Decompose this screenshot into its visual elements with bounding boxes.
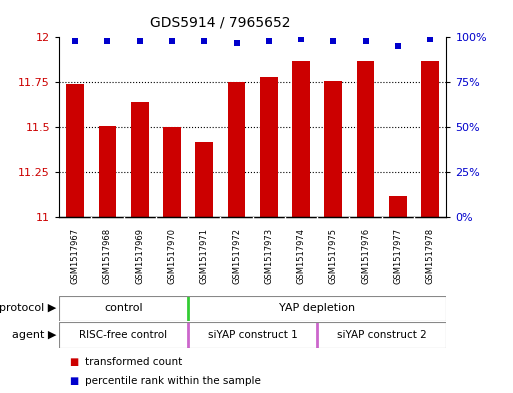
Text: RISC-free control: RISC-free control <box>80 330 168 340</box>
Point <box>362 38 370 44</box>
Point <box>426 36 435 42</box>
Bar <box>66 84 84 217</box>
Text: GSM1517968: GSM1517968 <box>103 228 112 284</box>
Point <box>71 38 79 44</box>
Point <box>297 36 305 42</box>
Point <box>329 38 338 44</box>
Point <box>168 38 176 44</box>
Text: siYAP construct 2: siYAP construct 2 <box>337 330 427 340</box>
Bar <box>163 127 181 217</box>
Bar <box>292 61 310 217</box>
Bar <box>131 102 149 217</box>
Text: ■: ■ <box>69 376 78 386</box>
Text: GSM1517969: GSM1517969 <box>135 228 144 284</box>
Text: YAP depletion: YAP depletion <box>279 303 356 313</box>
Bar <box>260 77 278 217</box>
Text: GSM1517970: GSM1517970 <box>167 228 176 284</box>
Text: GSM1517967: GSM1517967 <box>71 228 80 284</box>
Text: GSM1517973: GSM1517973 <box>264 228 273 284</box>
Text: GDS5914 / 7965652: GDS5914 / 7965652 <box>150 16 291 30</box>
Text: GSM1517976: GSM1517976 <box>361 228 370 284</box>
Bar <box>98 125 116 217</box>
Text: GSM1517978: GSM1517978 <box>426 228 435 284</box>
Point <box>103 38 111 44</box>
Bar <box>357 61 374 217</box>
Text: siYAP construct 1: siYAP construct 1 <box>208 330 298 340</box>
Point <box>394 43 402 50</box>
Point <box>135 38 144 44</box>
Text: ■: ■ <box>69 356 78 367</box>
Bar <box>389 196 407 217</box>
Bar <box>324 81 342 217</box>
Text: GSM1517971: GSM1517971 <box>200 228 209 284</box>
Text: protocol ▶: protocol ▶ <box>0 303 56 313</box>
Text: agent ▶: agent ▶ <box>12 330 56 340</box>
Text: transformed count: transformed count <box>85 356 182 367</box>
Text: GSM1517975: GSM1517975 <box>329 228 338 284</box>
Text: control: control <box>104 303 143 313</box>
Point <box>200 38 208 44</box>
Text: GSM1517974: GSM1517974 <box>297 228 306 284</box>
Text: GSM1517972: GSM1517972 <box>232 228 241 284</box>
Point <box>265 38 273 44</box>
Point <box>232 40 241 46</box>
Bar <box>195 142 213 217</box>
Bar <box>228 82 245 217</box>
Text: percentile rank within the sample: percentile rank within the sample <box>85 376 261 386</box>
Text: GSM1517977: GSM1517977 <box>393 228 402 284</box>
Bar <box>421 61 439 217</box>
